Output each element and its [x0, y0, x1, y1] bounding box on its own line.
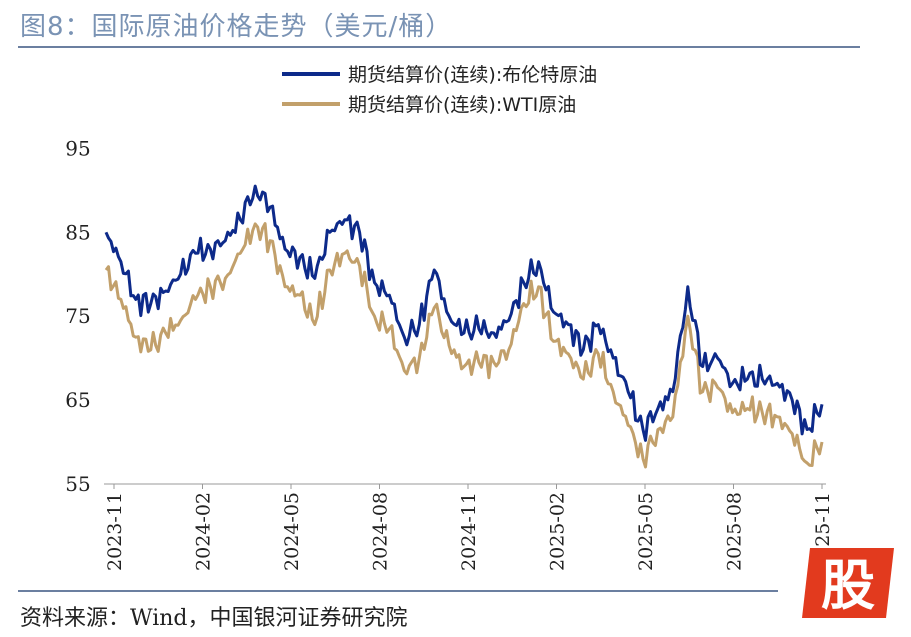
y-tick-label: 75	[65, 304, 90, 328]
series-line-wti	[104, 222, 824, 469]
logo-glyph: 股	[821, 554, 875, 617]
x-tick-label: 2024-11	[458, 492, 480, 571]
plot-lines	[104, 184, 824, 469]
bottom-rule	[18, 590, 778, 592]
top-rule	[18, 46, 860, 48]
figure-title: 图8：国际原油价格走势（美元/桶）	[20, 12, 453, 42]
legend-label-wti: 期货结算价(连续):WTI原油	[348, 94, 576, 116]
x-tick-label: 2025-05	[635, 492, 657, 571]
y-tick-label: 55	[65, 472, 90, 496]
y-tick-label: 65	[65, 388, 90, 412]
chart: 期货结算价(连续):布伦特原油 期货结算价(连续):WTI原油 55 65 75 85…	[65, 64, 834, 571]
y-axis: 55 65 75 85 95	[65, 136, 90, 496]
x-tick-label: 2024-08	[370, 492, 392, 571]
y-tick-label: 85	[65, 220, 90, 244]
source-note: 资料来源：Wind，中国银河证券研究院	[20, 606, 408, 631]
x-tick-label: 2025-08	[724, 492, 746, 571]
logo: 股	[802, 548, 894, 618]
logo-backdrop	[802, 548, 894, 618]
x-tick-label: 2023-11	[104, 492, 126, 571]
x-tick-label: 2024-05	[281, 492, 303, 571]
legend: 期货结算价(连续):布伦特原油 期货结算价(连续):WTI原油	[282, 64, 597, 116]
x-tick-label: 2025-02	[547, 492, 569, 571]
legend-label-brent: 期货结算价(连续):布伦特原油	[348, 64, 597, 86]
series-line-brent	[104, 184, 824, 442]
y-tick-label: 95	[65, 136, 90, 160]
x-tick-label: 2024-02	[193, 492, 215, 571]
x-axis: 2023-11 2024-02 2024-05 2024-08 2024-11 2025-…	[104, 484, 834, 571]
